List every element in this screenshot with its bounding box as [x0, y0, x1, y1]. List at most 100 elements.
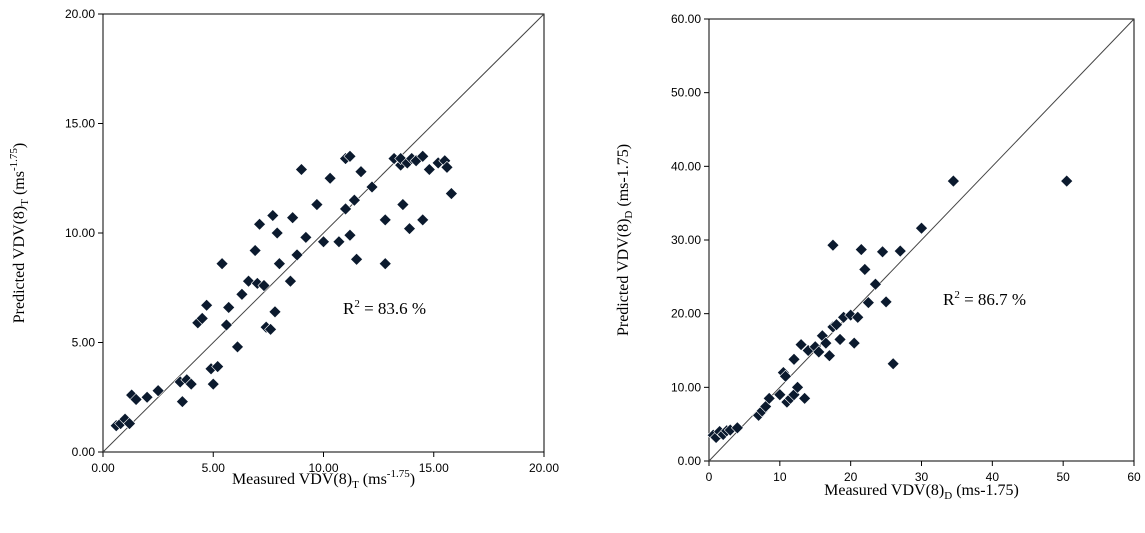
- x-tick-label: 50: [1056, 470, 1070, 484]
- y-label-unit: (ms-1.75): [615, 144, 632, 211]
- data-point: [893, 244, 907, 258]
- data-point: [222, 301, 236, 314]
- data-point: [339, 202, 352, 216]
- reference-line-y-equals-x: [708, 18, 1135, 462]
- chart-measured-vs-predicted-d: 0.00 10.00 20.00 30.00 40.00 50.00 60.00 0 10 20 3…: [615, 12, 1141, 502]
- data-point: [791, 380, 804, 394]
- data-point: [861, 296, 875, 310]
- data-point: [310, 198, 324, 211]
- data-point: [215, 257, 229, 271]
- data-point: [858, 263, 872, 276]
- data-point: [378, 213, 392, 227]
- x-tick-label: 20: [844, 470, 858, 484]
- data-point: [266, 209, 280, 222]
- annotation-value: = 83.6 %: [360, 299, 426, 318]
- x-axis-label: Measured VDV(8)D (ms-1.75): [824, 482, 1019, 502]
- y-tick-label: 20.00: [65, 7, 95, 21]
- data-point: [851, 310, 865, 324]
- data-point: [787, 352, 801, 366]
- data-point: [416, 149, 430, 163]
- data-point: [847, 336, 861, 350]
- data-point: [354, 165, 368, 179]
- reference-line-y-equals-x: [102, 13, 545, 453]
- y-label-unit-superscript: -1.75: [8, 148, 20, 171]
- y-tick-label: 50.00: [671, 86, 701, 100]
- data-point: [235, 287, 249, 301]
- data-point: [822, 349, 836, 363]
- data-point: [220, 318, 233, 332]
- y-label-subscript: T: [19, 199, 31, 206]
- data-point: [290, 248, 304, 262]
- data-point: [257, 279, 271, 292]
- x-label-unit-close: ): [410, 471, 415, 488]
- x-label-unit-superscript: -1.75: [387, 468, 410, 480]
- data-point: [272, 257, 286, 271]
- data-point: [946, 174, 960, 188]
- data-point: [129, 393, 143, 406]
- x-axis-label: Measured VDV(8)T (ms-1.75): [232, 468, 415, 491]
- annotation-superscript: 2: [954, 289, 960, 301]
- data-point: [264, 322, 278, 336]
- x-label-main: Measured VDV(8): [232, 471, 352, 488]
- x-tick-label: 60: [1127, 470, 1141, 484]
- data-point: [253, 217, 266, 231]
- annotation-r: R: [943, 290, 955, 309]
- data-point: [242, 274, 255, 288]
- x-label-unit: (ms-1.75): [952, 482, 1019, 499]
- data-point: [869, 277, 882, 291]
- data-point: [830, 318, 843, 332]
- data-point: [151, 384, 165, 398]
- annotation-value: = 86.7 %: [960, 290, 1026, 309]
- data-point: [422, 163, 436, 176]
- data-point: [444, 187, 458, 201]
- y-tick-label: 20.00: [671, 307, 701, 321]
- data-point: [175, 395, 189, 409]
- y-tick-label: 30.00: [671, 233, 701, 247]
- data-point: [350, 252, 363, 266]
- data-point: [416, 213, 430, 227]
- data-point: [773, 388, 787, 402]
- data-point: [123, 417, 136, 430]
- data-point: [343, 228, 357, 242]
- x-tick-label: 0: [706, 470, 713, 484]
- x-tick-label: 15.00: [419, 461, 449, 475]
- data-point: [854, 243, 868, 257]
- x-label-unit: (ms: [359, 471, 387, 488]
- y-label-unit-close: ): [11, 143, 28, 148]
- x-tick-label: 20.00: [529, 461, 559, 475]
- data-point: [200, 298, 214, 312]
- data-point: [299, 230, 313, 244]
- data-point: [826, 238, 840, 252]
- y-tick-label: 60.00: [671, 12, 701, 26]
- data-point: [396, 198, 410, 211]
- data-point: [794, 338, 808, 352]
- data-point: [378, 257, 392, 271]
- data-point: [886, 357, 900, 371]
- y-tick-label: 5.00: [72, 336, 96, 350]
- x-label-subscript: T: [352, 479, 359, 491]
- data-point: [211, 360, 225, 374]
- data-point: [270, 226, 284, 240]
- data-point: [833, 333, 847, 346]
- data-point: [231, 340, 244, 354]
- data-point: [730, 421, 744, 435]
- x-tick-label: 0.00: [91, 461, 115, 475]
- data-point: [347, 193, 361, 207]
- data-point: [206, 377, 220, 391]
- r-squared-annotation: R2 = 83.6 %: [343, 298, 426, 318]
- data-point: [762, 391, 776, 405]
- chart-measured-vs-predicted-t: 0.00 5.00 10.00 15.00 20.00 0.00 5.00 10.00 15.0…: [8, 7, 559, 491]
- x-tick-label: 30: [915, 470, 929, 484]
- data-point: [779, 369, 792, 383]
- data-point: [332, 235, 346, 249]
- data-point: [440, 160, 454, 174]
- y-label-main: Predicted VDV(8): [11, 206, 28, 323]
- data-point: [819, 336, 833, 350]
- data-point: [268, 305, 282, 319]
- data-point: [286, 211, 300, 225]
- x-tick-label: 10: [773, 470, 787, 484]
- data-point: [343, 149, 357, 163]
- data-point: [248, 244, 262, 257]
- data-point: [284, 274, 297, 288]
